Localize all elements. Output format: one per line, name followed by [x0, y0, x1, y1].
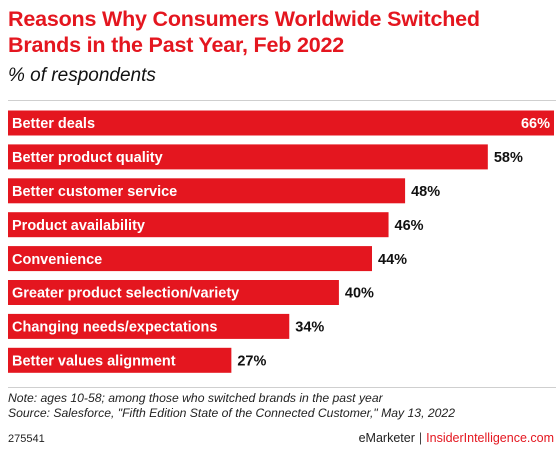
- category-label: Better customer service: [12, 184, 177, 200]
- category-label: Greater product selection/variety: [12, 286, 239, 302]
- chart-title: Reasons Why Consumers Worldwide Switched…: [8, 7, 480, 57]
- value-label: 46%: [395, 218, 424, 234]
- brand-separator: |: [418, 431, 423, 445]
- value-label: 48%: [411, 184, 440, 200]
- footer-brand: eMarketer | InsiderIntelligence.com: [359, 431, 554, 445]
- note-text: Note: ages 10-58; among those who switch…: [8, 391, 383, 405]
- value-label: 66%: [521, 116, 550, 132]
- bar-chart: Better deals 66% Better product quality 58%…: [8, 110, 554, 373]
- bar-4: [8, 246, 372, 272]
- chart-subtitle: % of respondents: [8, 65, 156, 86]
- bar-3: [8, 212, 389, 238]
- category-label: Product availability: [12, 218, 145, 234]
- brand-insider-intelligence[interactable]: InsiderIntelligence.com: [426, 431, 554, 445]
- chart-id: 275541: [8, 433, 45, 445]
- bar-2: [8, 178, 406, 204]
- bar-7: [8, 347, 232, 373]
- category-label: Changing needs/expectations: [12, 320, 217, 336]
- brand-emarketer: eMarketer: [358, 431, 415, 445]
- value-label: 40%: [345, 286, 374, 302]
- chart-notes: Note: ages 10-58; among those who switch…: [8, 391, 556, 421]
- category-label: Better product quality: [12, 150, 163, 166]
- value-label: 58%: [494, 150, 523, 166]
- source-text: Source: Salesforce, "Fifth Edition State…: [8, 406, 455, 420]
- category-label: Convenience: [12, 252, 102, 268]
- value-label: 34%: [295, 320, 324, 336]
- bar-0: [8, 110, 554, 136]
- value-label: 44%: [378, 252, 407, 268]
- value-label: 27%: [237, 354, 266, 370]
- bottom-divider: [8, 387, 556, 388]
- bar-6: [8, 313, 290, 339]
- top-divider: [8, 100, 556, 101]
- category-label: Better deals: [12, 116, 95, 132]
- bar-5: [8, 280, 339, 305]
- category-label: Better values alignment: [12, 354, 176, 370]
- bar-1: [8, 144, 488, 170]
